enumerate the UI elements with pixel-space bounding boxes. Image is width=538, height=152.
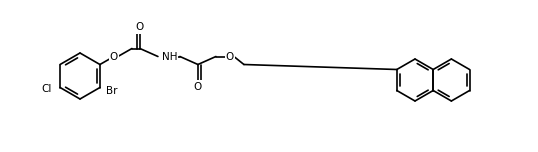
Text: O: O xyxy=(194,81,202,92)
Text: O: O xyxy=(226,52,234,62)
Text: Br: Br xyxy=(106,86,117,95)
Text: O: O xyxy=(136,22,144,33)
Text: O: O xyxy=(110,52,118,62)
Text: NH: NH xyxy=(162,52,178,62)
Text: Cl: Cl xyxy=(42,83,52,93)
